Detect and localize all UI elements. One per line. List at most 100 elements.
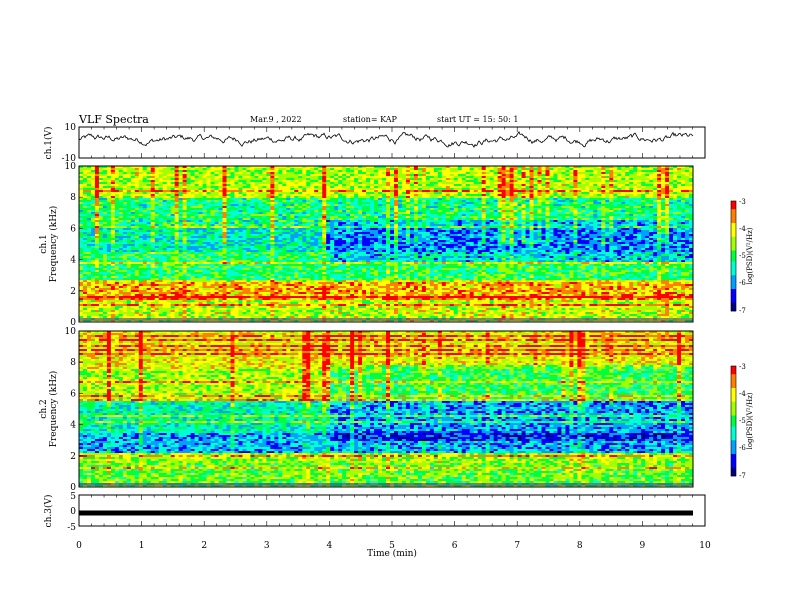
spectrogram-cell xyxy=(262,276,266,278)
spectrogram-cell xyxy=(175,214,179,216)
spectrogram-cell xyxy=(258,292,262,294)
spectrogram-cell xyxy=(135,308,139,310)
spectrogram-cell xyxy=(298,244,302,246)
spectrogram-cell xyxy=(83,180,87,182)
spectrogram-cell xyxy=(183,216,187,218)
spectrogram-cell xyxy=(282,170,286,172)
spectrogram-cell xyxy=(199,250,203,252)
spectrogram-cell xyxy=(219,182,223,184)
spectrogram-cell xyxy=(231,220,235,222)
spectrogram-cell xyxy=(143,230,147,232)
spectrogram-cell xyxy=(119,292,123,294)
spectrogram-cell xyxy=(155,252,159,254)
spectrogram-cell xyxy=(151,252,155,254)
spectrogram-cell xyxy=(187,274,191,276)
spectrogram-cell xyxy=(242,210,246,212)
spectrogram-cell xyxy=(262,294,266,296)
spectrogram-cell xyxy=(290,222,294,224)
spectrogram-cell xyxy=(107,210,111,212)
spectrogram-cell xyxy=(215,292,219,294)
spectrogram-cell xyxy=(270,186,274,188)
spectrogram-cell xyxy=(215,228,219,230)
spectrogram-cell xyxy=(310,216,314,218)
spectrogram-cell xyxy=(207,218,211,220)
spectrogram-cell xyxy=(238,260,242,262)
spectrogram-cell xyxy=(183,286,187,288)
spectrogram-cell xyxy=(103,274,107,276)
spectrogram-cell xyxy=(310,196,314,198)
spectrogram-cell xyxy=(215,212,219,214)
spectrogram-cell xyxy=(171,306,175,308)
spectrogram-cell xyxy=(127,300,131,302)
spectrogram-cell xyxy=(250,274,254,276)
spectrogram-cell xyxy=(171,180,175,182)
spectrogram-cell xyxy=(175,316,179,318)
spectrogram-cell xyxy=(238,284,242,286)
spectrogram-cell xyxy=(163,268,167,270)
spectrogram-cell xyxy=(207,202,211,204)
spectrogram-cell xyxy=(326,172,330,174)
spectrogram-cell xyxy=(111,240,115,242)
spectrogram-cell xyxy=(99,316,103,318)
spectrogram-cell xyxy=(159,224,163,226)
spectrogram-cell xyxy=(175,248,179,250)
spectrogram-cell xyxy=(95,296,99,298)
spectrogram-cell xyxy=(131,278,135,280)
spectrogram-cell xyxy=(322,180,326,182)
spectrogram-cell xyxy=(266,276,270,278)
spectrogram-cell xyxy=(234,216,238,218)
spectrogram-cell xyxy=(266,242,270,244)
spectrogram-cell xyxy=(274,170,278,172)
spectrogram-cell xyxy=(286,192,290,194)
spectrogram-cell xyxy=(163,238,167,240)
spectrogram-cell xyxy=(163,236,167,238)
spectrogram-cell xyxy=(302,280,306,282)
spectrogram-cell xyxy=(103,240,107,242)
spectrogram-cell xyxy=(175,296,179,298)
spectrogram-cell xyxy=(127,278,131,280)
spectrogram-cell xyxy=(131,188,135,190)
spectrogram-cell xyxy=(203,186,207,188)
spectrogram-cell xyxy=(179,184,183,186)
spectrogram-cell xyxy=(278,252,282,254)
spectrogram-cell xyxy=(83,176,87,178)
spectrogram-cell xyxy=(167,184,171,186)
spectrogram-cell xyxy=(211,262,215,264)
spectrogram-cell xyxy=(107,172,111,174)
spectrogram-cell xyxy=(135,258,139,260)
spectrogram-cell xyxy=(258,312,262,314)
spectrogram-cell xyxy=(79,304,83,306)
spectrogram-cell xyxy=(91,298,95,300)
spectrogram-cell xyxy=(310,172,314,174)
spectrogram-cell xyxy=(163,280,167,282)
spectrogram-cell xyxy=(195,180,199,182)
spectrogram-cell xyxy=(258,274,262,276)
spectrogram-cell xyxy=(203,286,207,288)
spectrogram-cell xyxy=(151,298,155,300)
spectrogram-cell xyxy=(87,248,91,250)
spectrogram-cell xyxy=(262,262,266,264)
spectrogram-cell xyxy=(278,308,282,310)
spectrogram-cell xyxy=(115,244,119,246)
spectrogram-cell xyxy=(282,188,286,190)
spectrogram-cell xyxy=(167,204,171,206)
spectrogram-cell xyxy=(298,198,302,200)
spectrogram-cell xyxy=(111,224,115,226)
spectrogram-cell xyxy=(171,222,175,224)
spectrogram-cell xyxy=(179,202,183,204)
spectrogram-cell xyxy=(310,282,314,284)
spectrogram-cell xyxy=(151,218,155,220)
spectrogram-cell xyxy=(135,208,139,210)
spectrogram-cell xyxy=(262,310,266,312)
spectrogram-cell xyxy=(302,250,306,252)
spectrogram-cell xyxy=(294,180,298,182)
spectrogram-cell xyxy=(310,278,314,280)
spectrogram-cell xyxy=(211,266,215,268)
spectrogram-cell xyxy=(103,168,107,170)
spectrogram-cell xyxy=(223,230,227,232)
spectrogram-cell xyxy=(306,240,310,242)
spectrogram-cell xyxy=(107,194,111,196)
spectrogram-cell xyxy=(250,256,254,258)
spectrogram-cell xyxy=(274,254,278,256)
spectrogram-cell xyxy=(179,300,183,302)
